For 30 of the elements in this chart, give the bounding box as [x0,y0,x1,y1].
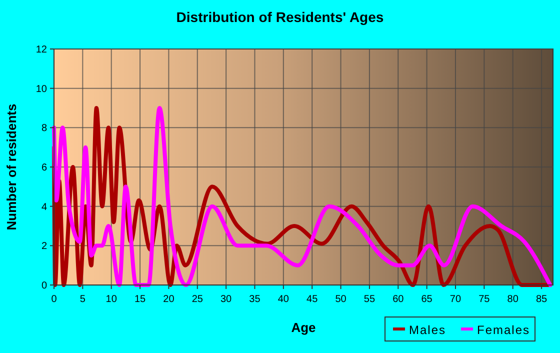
x-tick-label: 35 [249,294,261,305]
x-tick-label: 20 [163,294,175,305]
x-tick-label: 30 [220,294,232,305]
y-tick-label: 6 [41,162,48,174]
x-tick-label: 60 [392,294,404,305]
x-tick-label: 70 [450,294,462,305]
legend-label: Males [409,323,446,337]
x-tick-label: 40 [278,294,290,305]
x-tick-label: 5 [80,294,86,305]
x-tick-label: 10 [106,294,118,305]
x-tick-label: 15 [134,294,146,305]
y-tick-label: 12 [36,44,48,56]
x-tick-label: 80 [507,294,519,305]
x-tick-label: 65 [421,294,433,305]
x-axis-title: Age [291,320,316,335]
x-tick-label: 25 [192,294,204,305]
y-tick-label: 0 [41,280,48,292]
y-tick-label: 10 [36,84,48,95]
y-axis-title: Number of residents [4,104,19,230]
y-tick-label: 4 [41,202,48,213]
x-tick-label: 85 [536,294,548,305]
x-tick-label: 50 [335,294,347,305]
x-tick-label: 55 [364,294,376,305]
legend-label: Females [477,323,530,337]
x-tick-label: 75 [478,294,490,305]
x-tick-label: 0 [51,294,58,305]
y-tick-label: 2 [41,241,48,252]
x-tick-label: 45 [306,294,318,305]
chart-title: Distribution of Residents' Ages [176,9,384,25]
y-tick-label: 8 [41,123,48,134]
